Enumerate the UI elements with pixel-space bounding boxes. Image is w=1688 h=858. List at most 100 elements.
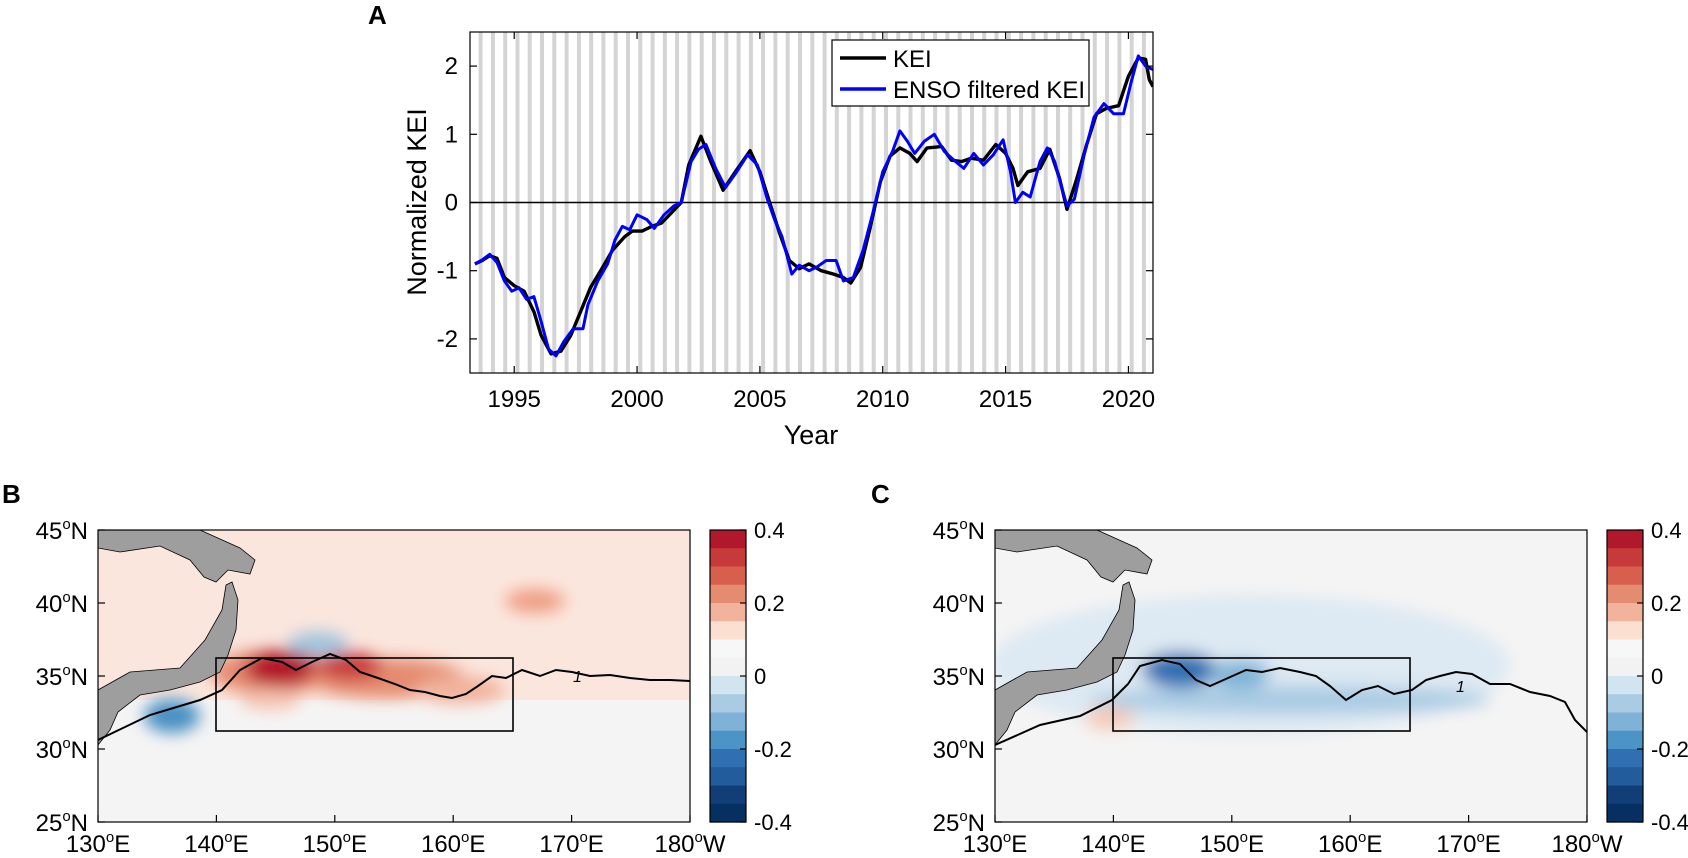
panel-b-label: B xyxy=(2,479,21,509)
colorbar-segment xyxy=(710,548,746,568)
colorbar-segment xyxy=(710,657,746,677)
colorbar-segment xyxy=(1607,566,1643,586)
map-b xyxy=(98,530,690,822)
lon-tick-label: 140oE xyxy=(1081,829,1145,858)
lat-tick-label: 45oN xyxy=(933,516,985,545)
anomaly-b-northeast-pos xyxy=(505,589,565,613)
legend-box xyxy=(831,39,1090,107)
lon-tick-label: 160oE xyxy=(1318,829,1382,858)
panel-a-label: A xyxy=(368,0,387,30)
colorbar-segment xyxy=(710,712,746,732)
colorbar-segment xyxy=(710,566,746,586)
lon-tick-label: 150oE xyxy=(1200,829,1264,858)
colorbar-segment xyxy=(710,785,746,805)
anomaly-c-secondary xyxy=(1210,660,1270,688)
contour-b-label: 1 xyxy=(573,669,582,686)
japan-honshu-landmass xyxy=(98,581,239,746)
colorbar-segment xyxy=(710,621,746,641)
anomaly-c-west-pos xyxy=(1085,706,1135,730)
y-tick-label: 1 xyxy=(445,121,458,148)
colorbar-segment xyxy=(710,767,746,787)
lat-tick-label: 45oN xyxy=(36,516,88,545)
colorbar-tick-label: 0 xyxy=(1651,664,1663,689)
lon-tick-label: 150oE xyxy=(303,829,367,858)
y-tick-label: 0 xyxy=(445,190,458,217)
lon-tick-label: 180oW xyxy=(1551,829,1622,858)
colorbar-segment xyxy=(710,530,746,549)
contour-c-line xyxy=(995,658,1587,746)
lat-tick-label: 35oN xyxy=(36,662,88,691)
colorbar-segment xyxy=(1607,749,1643,768)
colorbar-segment xyxy=(1607,767,1643,787)
panel-c: C 1 130oE 140oE 150oE 160oE 170oE 180oW 25oN 30… xyxy=(871,479,1688,858)
hokkaido-landmass xyxy=(98,530,256,583)
x-tick-label: 2015 xyxy=(979,386,1032,413)
panel-b: B 1 130oE 140oE 150oE 160oE 170oE 180oW 25oN 30… xyxy=(2,479,792,858)
lon-tick-label: 170oE xyxy=(1436,829,1500,858)
map-c-ticks: 130oE 140oE 150oE 160oE 170oE 180oW 25oN 30oN 35… xyxy=(933,516,1623,858)
anomaly-c-band xyxy=(1090,686,1490,714)
kei-box-c xyxy=(1112,657,1411,732)
lon-tick-label: 140oE xyxy=(184,829,248,858)
map-b-ticks: 130oE 140oE 150oE 160oE 170oE 180oW 25oN 30oN 35… xyxy=(36,516,726,858)
lat-tick-label: 40oN xyxy=(36,589,88,618)
lat-tick-label: 25oN xyxy=(933,808,985,837)
map-c xyxy=(995,530,1587,822)
colorbar-segment xyxy=(710,639,746,659)
legend-label-kei: KEI xyxy=(893,46,932,73)
x-tick-label: 2000 xyxy=(610,386,663,413)
y-axis-label: Normalized KEI xyxy=(402,108,432,296)
colorbar-segment xyxy=(1607,657,1643,677)
colorbar-segment xyxy=(1607,603,1643,622)
colorbar-segment xyxy=(1607,803,1643,823)
colorbar-segment xyxy=(1607,530,1643,549)
colorbar-segment xyxy=(710,676,746,695)
x-axis-label: Year xyxy=(784,420,839,450)
colorbar-tick-label: 0.2 xyxy=(1651,591,1682,616)
series-enso-filtered-kei-line xyxy=(474,54,1153,358)
anomaly-b-east xyxy=(415,676,505,704)
anomaly-b-north-neg xyxy=(288,632,348,656)
colorbar-tick-label: 0.2 xyxy=(754,591,785,616)
y-tick-label: -1 xyxy=(437,258,458,285)
colorbar-tick-label: -0.4 xyxy=(754,810,792,835)
colorbar-tick-label: -0.4 xyxy=(1651,810,1688,835)
lat-tick-label: 30oN xyxy=(933,735,985,764)
lon-tick-label: 170oE xyxy=(539,829,603,858)
colorbar-segment xyxy=(1607,785,1643,805)
colorbar-segment xyxy=(1607,694,1643,714)
legend: KEI ENSO filtered KEI xyxy=(831,39,1090,107)
x-tick-label: 1995 xyxy=(488,386,541,413)
hokkaido-landmass-c xyxy=(995,530,1153,583)
colorbar-segment xyxy=(710,584,746,604)
anomaly-b-box-south xyxy=(240,690,300,710)
axis-a-ticks: 1995 2000 2005 2010 2015 2020 -2 -1 0 1 2 xyxy=(437,32,1155,413)
colorbar-segment xyxy=(1607,712,1643,732)
colorbar-segment xyxy=(710,803,746,823)
lat-tick-label: 25oN xyxy=(36,808,88,837)
colorbar-segment xyxy=(710,730,746,750)
legend-label-enso: ENSO filtered KEI xyxy=(893,77,1085,104)
colorbar-segment xyxy=(1607,730,1643,750)
lon-tick-label: 130oE xyxy=(963,829,1027,858)
lat-tick-label: 40oN xyxy=(933,589,985,618)
colorbar-tick-label: -0.2 xyxy=(1651,737,1688,762)
x-tick-label: 2005 xyxy=(733,386,786,413)
colorbar-b: 0.4 0.2 0 -0.2 -0.4 xyxy=(709,518,792,835)
anomaly-b-max-1 xyxy=(245,650,315,686)
colorbar-c: 0.4 0.2 0 -0.2 -0.4 xyxy=(1606,518,1688,835)
colorbar-segment xyxy=(1607,639,1643,659)
lat-tick-label: 30oN xyxy=(36,735,88,764)
y-tick-label: 2 xyxy=(445,53,458,80)
contour-c-label: 1 xyxy=(1456,679,1465,696)
colorbar-segment xyxy=(1607,676,1643,695)
panel-c-label: C xyxy=(871,479,890,509)
colorbar-segment xyxy=(1607,548,1643,568)
lon-tick-label: 180oW xyxy=(654,829,725,858)
colorbar-tick-label: 0.4 xyxy=(754,518,785,543)
colorbar-segment xyxy=(710,694,746,714)
colorbar-tick-label: 0 xyxy=(754,664,766,689)
colorbar-segment xyxy=(1607,621,1643,641)
colorbar-segment xyxy=(710,749,746,768)
lon-tick-label: 160oE xyxy=(421,829,485,858)
